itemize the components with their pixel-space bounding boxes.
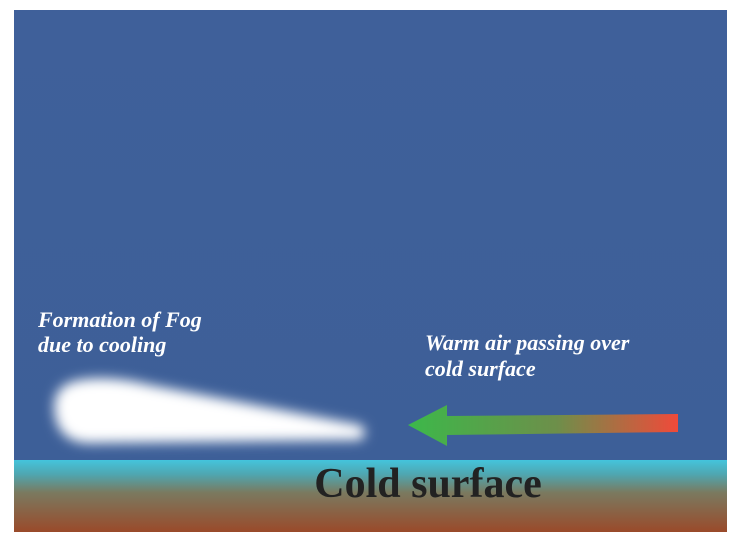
- warm-air-label: cold surface: [425, 356, 536, 381]
- diagram: Formation of Fog due to cooling Warm air…: [0, 0, 729, 535]
- page: Formation of Fog due to cooling Warm air…: [0, 0, 729, 535]
- warm-air-label: Warm air passing over: [425, 330, 630, 355]
- fog-label: Formation of Fog: [37, 307, 202, 332]
- fog-label: due to cooling: [38, 332, 166, 357]
- surface-label: Cold surface: [314, 461, 541, 507]
